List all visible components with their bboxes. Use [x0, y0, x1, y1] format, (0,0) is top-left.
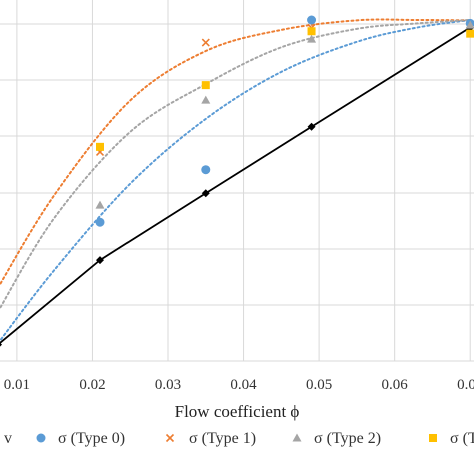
data-point-series-3 — [201, 95, 211, 104]
x-tick-label: 0.03 — [155, 377, 181, 393]
data-point-series-4 — [307, 27, 316, 36]
legend-label-0: v — [4, 430, 12, 447]
data-point-series-1 — [307, 15, 317, 25]
legend-marker-4 — [429, 434, 437, 442]
data-point-v — [201, 189, 210, 198]
data-point-series-2 — [201, 38, 210, 47]
data-point-series-3 — [307, 34, 317, 43]
data-point-series-3 — [95, 200, 105, 209]
series-line-v — [0, 26, 471, 345]
legend-label-2: σ (Type 1) — [189, 430, 256, 447]
trendline-2 — [0, 18, 472, 287]
data-point-v — [0, 342, 2, 347]
x-stroke — [165, 433, 175, 443]
legend-label-4: σ (Type 2) — [450, 430, 474, 447]
x-tick-label: 0.06 — [382, 377, 409, 393]
data-point-v — [307, 122, 316, 131]
data-point-series-4 — [201, 81, 210, 90]
x-tick-label: 0.05 — [306, 377, 332, 393]
data-point-v — [96, 256, 104, 265]
series-lines — [0, 26, 471, 345]
data-point-series-1 — [201, 165, 211, 175]
x-axis-title: Flow coefficient ϕ — [175, 402, 300, 421]
legend-marker-2 — [165, 433, 175, 443]
legend-marker-3 — [292, 433, 302, 442]
data-point-series-3 — [465, 20, 474, 29]
x-tick-labels: 0.01 0.02 0.03 0.04 0.05 0.06 0.07 — [4, 377, 474, 393]
x-tick-label: 0.02 — [79, 377, 105, 393]
trendline-3 — [0, 19, 472, 311]
legend-marker-1 — [36, 433, 46, 443]
x-tick-label: 0.04 — [230, 377, 257, 393]
x-stroke — [201, 38, 210, 47]
legend-label-3: σ (Type 2) — [314, 430, 381, 447]
series-markers — [0, 15, 474, 347]
grid — [0, 0, 474, 362]
trendline-1 — [0, 19, 472, 343]
x-tick-label: 0.01 — [4, 377, 30, 393]
x-tick-label: 0.07 — [457, 377, 474, 393]
data-point-series-4 — [96, 142, 104, 151]
data-point-series-4 — [466, 29, 474, 38]
trend-lines — [0, 18, 472, 343]
data-point-series-1 — [95, 217, 105, 227]
legend: v σ (Type 0) σ (Type 1) σ (Type 2) σ (Type 2… — [4, 430, 474, 447]
legend-label-1: σ (Type 0) — [58, 430, 125, 447]
